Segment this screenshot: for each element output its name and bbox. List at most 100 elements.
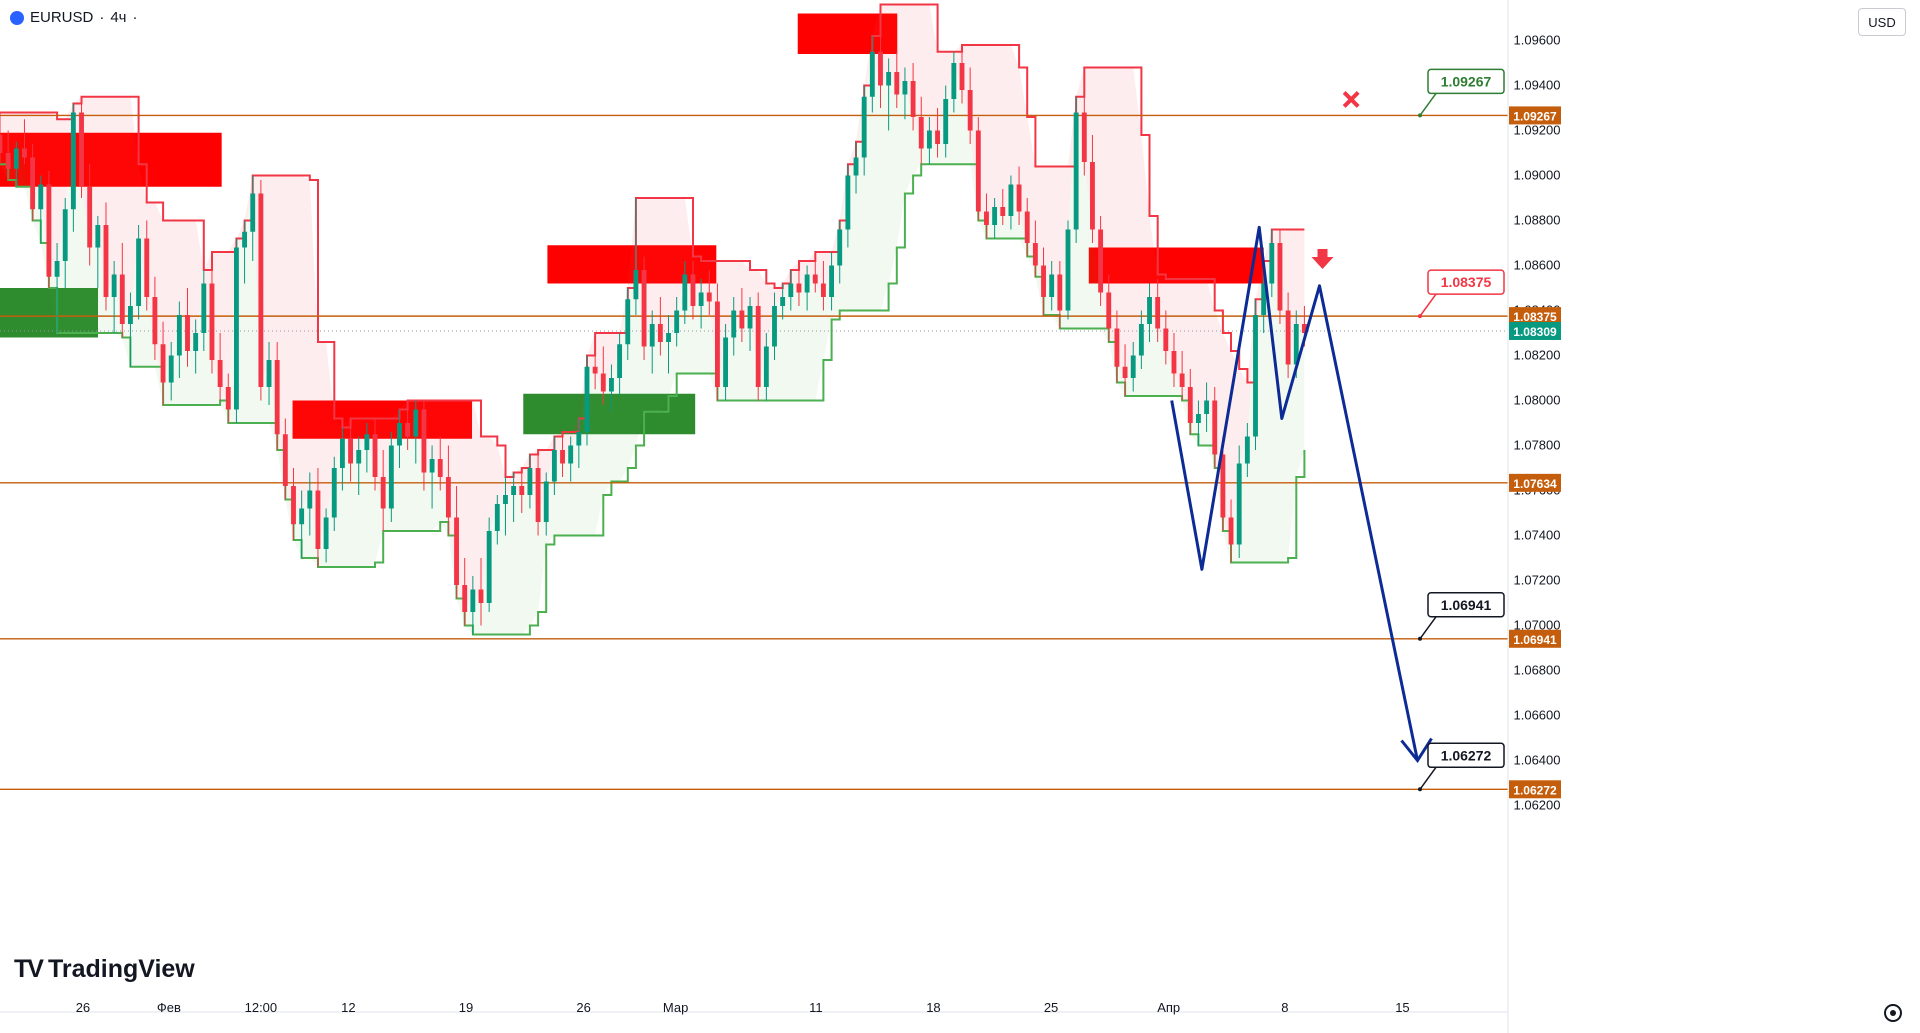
projection-path (1170, 225, 1419, 761)
time-axis[interactable]: 26 Фев 12:00 12 19 26 Мар 11 18 25 Апр 8 15 (0, 1000, 1508, 1015)
candle (503, 477, 508, 536)
candle (682, 261, 688, 324)
candle (869, 36, 875, 113)
candle (625, 288, 631, 360)
supply-zone (547, 245, 717, 284)
candle (356, 436, 362, 495)
level-callout: 1.09267 (1418, 68, 1505, 118)
candle-body (1269, 243, 1275, 284)
candle (168, 342, 174, 401)
candle (641, 256, 647, 360)
candle (910, 63, 916, 131)
candle (723, 324, 729, 401)
candle-body (1000, 207, 1006, 216)
candle-body (307, 490, 313, 509)
candle (918, 96, 924, 165)
candle-body (1285, 310, 1291, 365)
candle (397, 409, 402, 468)
time-tick-label: 26 (576, 1000, 590, 1015)
candle-body (657, 324, 663, 342)
callout-box (1427, 592, 1505, 618)
candle (1000, 189, 1006, 225)
candle (0, 112, 3, 165)
candle (975, 117, 981, 221)
candle (772, 292, 777, 360)
candle-body (119, 274, 125, 324)
candle (111, 261, 117, 333)
candle (1163, 310, 1169, 365)
candle (119, 243, 125, 338)
candle-body (250, 193, 256, 232)
candle (5, 130, 11, 180)
candle (1138, 310, 1144, 369)
candle (715, 283, 720, 401)
candle (1228, 499, 1234, 563)
candle (926, 117, 932, 165)
candle (511, 472, 517, 522)
candle (136, 225, 142, 320)
candle-body (217, 360, 223, 387)
candle (519, 468, 525, 513)
candle (935, 108, 940, 158)
candle-body (837, 229, 843, 266)
candle (1065, 220, 1071, 320)
candle-body (560, 450, 565, 464)
candle (657, 297, 663, 356)
candle-body (820, 283, 826, 297)
price-tick-label: 1.06800 (1514, 663, 1561, 678)
candle-body (70, 112, 76, 210)
candle-body (1293, 324, 1299, 365)
candle (674, 297, 680, 347)
currency-button[interactable]: USD (1858, 8, 1906, 36)
candle-body (152, 297, 158, 345)
candle-body (282, 434, 288, 486)
candle (144, 220, 150, 311)
candle (584, 355, 590, 446)
candle-body (1187, 387, 1193, 423)
candle (315, 468, 321, 567)
price-level-tag-label: 1.06941 (1513, 633, 1557, 647)
candle-body (649, 324, 655, 347)
price-tick-label: 1.06200 (1514, 798, 1561, 813)
candle (13, 141, 19, 187)
candle-body (812, 274, 818, 284)
candle-body (111, 274, 117, 297)
price-tick-label: 1.09600 (1514, 33, 1561, 48)
candle-body (633, 270, 639, 300)
last-price-tag-label: 1.08309 (1513, 325, 1557, 339)
candle (274, 342, 280, 450)
candle (1130, 342, 1136, 392)
candle-body (609, 378, 614, 392)
candle (592, 333, 598, 390)
candle (462, 558, 468, 626)
candle-body (185, 315, 190, 351)
callout-label: 1.06941 (1441, 597, 1492, 613)
candle-body (763, 346, 769, 387)
price-axis[interactable]: 1.09600 1.09400 1.09200 1.09000 1.08800 1.086… (1507, 0, 1561, 1033)
symbol-header[interactable]: EURUSD · 4ч · (10, 9, 138, 26)
callout-leader (1419, 766, 1437, 790)
candle (1236, 445, 1242, 558)
time-tick-label: 8 (1281, 1000, 1288, 1015)
candle (951, 51, 957, 113)
candle (225, 373, 231, 423)
candle (666, 315, 671, 374)
sell-arrow-icon (1311, 249, 1334, 269)
time-tick-label: 26 (76, 1000, 90, 1015)
candle-body (674, 310, 680, 333)
candles-layer (0, 4, 1307, 635)
candle (1179, 351, 1185, 401)
price-level-tag: 1.08375 (1509, 307, 1561, 326)
candle (429, 445, 435, 509)
candle-body (1261, 283, 1267, 315)
time-tick-label: 12 (341, 1000, 355, 1015)
candle-body (38, 184, 44, 210)
candle-body (747, 306, 753, 329)
candle (454, 486, 459, 599)
candle (233, 238, 239, 423)
tradingview-logo-text: TradingView (47, 955, 195, 983)
candle-body (617, 344, 623, 378)
candle (421, 400, 427, 491)
chart-settings-icon[interactable] (1884, 1004, 1902, 1022)
